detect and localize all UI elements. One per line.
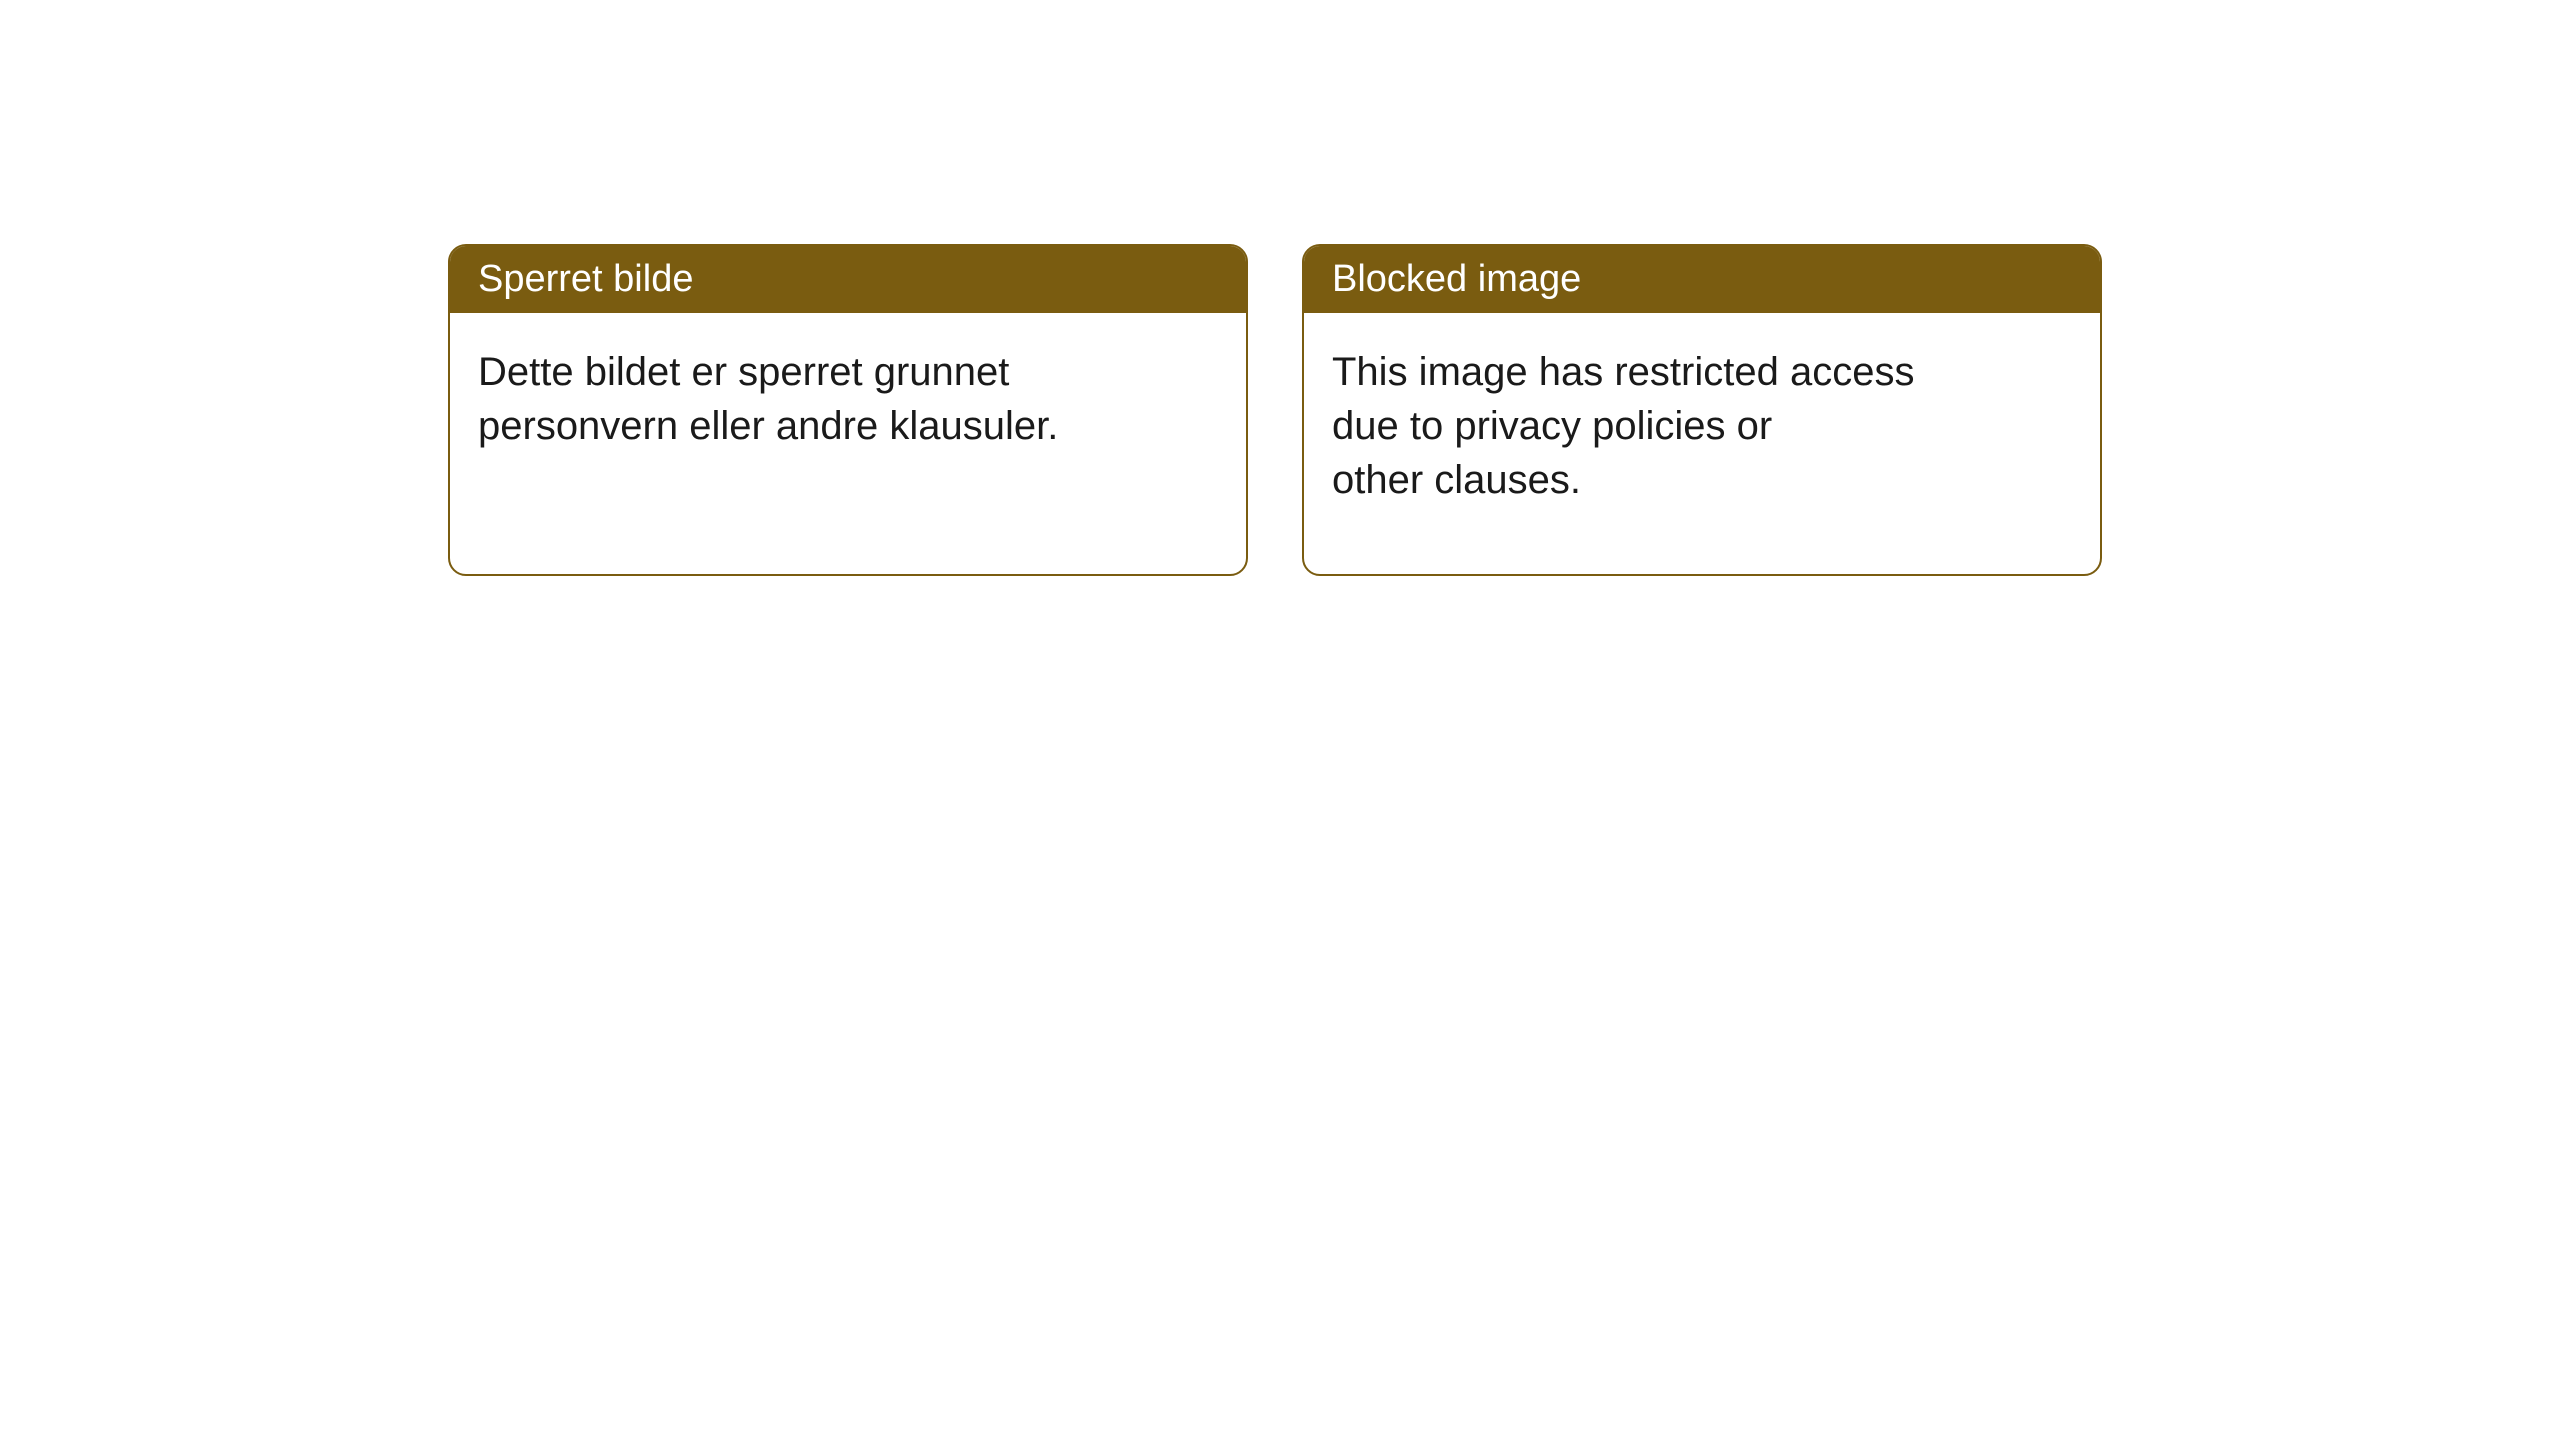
- card-title: Sperret bilde: [478, 258, 693, 300]
- card-header: Sperret bilde: [450, 246, 1246, 313]
- blocked-image-card-en: Blocked image This image has restricted …: [1302, 244, 2102, 576]
- card-body: This image has restricted access due to …: [1304, 313, 2100, 539]
- card-body-text: This image has restricted access due to …: [1332, 345, 2072, 507]
- notice-cards-container: Sperret bilde Dette bildet er sperret gr…: [448, 244, 2102, 576]
- card-body: Dette bildet er sperret grunnet personve…: [450, 313, 1246, 485]
- card-body-text: Dette bildet er sperret grunnet personve…: [478, 345, 1218, 453]
- blocked-image-card-no: Sperret bilde Dette bildet er sperret gr…: [448, 244, 1248, 576]
- card-title: Blocked image: [1332, 258, 1581, 300]
- card-header: Blocked image: [1304, 246, 2100, 313]
